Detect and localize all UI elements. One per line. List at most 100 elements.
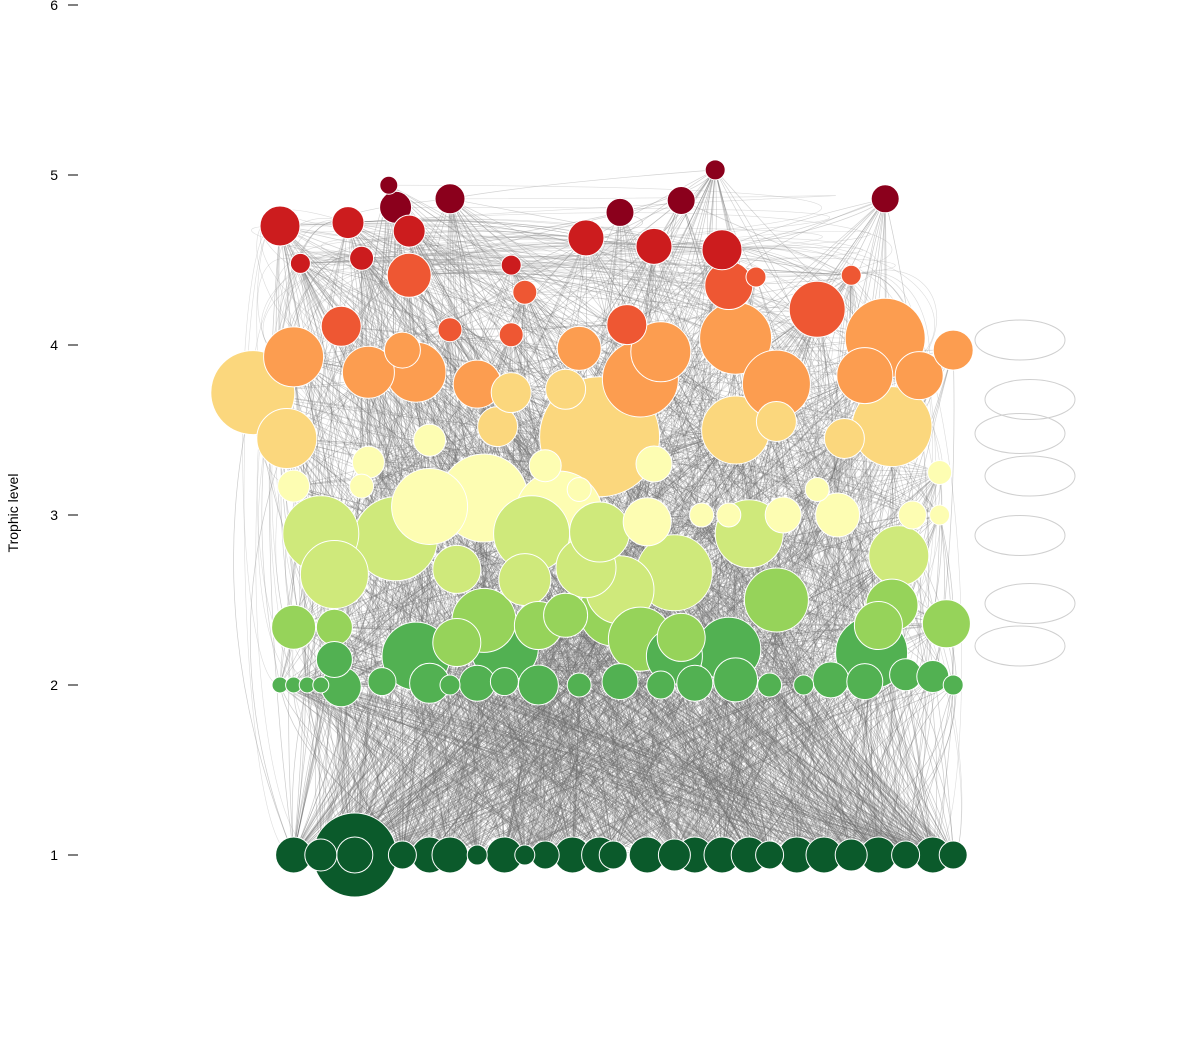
feeding-link [320,555,899,856]
feeding-link [361,255,873,686]
y-tick-label: 4 [50,337,58,353]
species-node [894,351,944,401]
feeding-link [381,681,614,856]
feeding-link [449,238,878,330]
feeding-link [538,684,696,856]
feeding-link [249,438,294,856]
feeding-link [341,686,600,856]
feeding-link [477,682,852,856]
feeding-link [282,209,723,251]
feeding-link [531,533,825,856]
species-node [812,661,850,699]
feeding-link [293,684,695,856]
feeding-link [320,684,430,856]
feeding-link [653,463,940,473]
feeding-link [477,682,770,856]
species-node [489,667,519,697]
feeding-link [279,684,600,856]
feeding-link [653,463,804,686]
feeding-link [279,225,600,438]
feeding-link [554,684,580,856]
feeding-link [320,684,933,856]
feeding-link [660,684,852,856]
feeding-link [456,642,600,856]
feeding-link [694,683,825,856]
feeding-link [341,686,852,856]
feeding-link [816,309,954,686]
feeding-link [340,326,478,856]
feeding-link [409,273,874,856]
feeding-link [504,681,797,856]
feeding-link [293,348,580,487]
feeding-link [674,684,776,856]
feeding-link [449,684,825,856]
feeding-link [721,684,804,856]
feeding-link [368,372,451,856]
feeding-link [449,684,933,856]
feeding-link [347,222,478,385]
species-node [498,322,524,348]
feeding-link [694,426,893,856]
y-tick-label: 5 [50,167,58,183]
feeding-link [256,223,600,856]
feeding-link [306,684,430,856]
feeding-link [341,686,954,856]
feeding-link [538,625,798,856]
feeding-link [291,251,852,276]
feeding-link [293,684,614,856]
feeding-link [660,351,879,626]
feeding-link [674,599,777,856]
feeding-link [307,684,879,856]
feeding-link [538,625,906,856]
feeding-link [279,225,417,657]
feeding-link [674,572,708,856]
feeding-link [449,324,627,331]
feeding-link [476,683,723,856]
feeding-link [884,198,930,856]
feeding-link [578,348,784,516]
species-node [304,838,338,872]
feeding-link [449,263,856,856]
species-node [716,502,742,528]
feeding-link [854,681,879,856]
feeding-link [261,263,301,686]
y-tick-4: 4 [50,337,78,353]
feeding-link [694,683,879,856]
feeding-link [300,263,920,376]
feeding-link [366,372,478,856]
feeding-link [402,642,458,856]
feeding-link [347,222,627,325]
feeding-link [768,681,866,856]
feeding-link [429,429,736,856]
feeding-link [839,674,906,856]
feeding-link [524,375,866,856]
feeding-link [449,429,736,856]
species-node [569,501,631,563]
feeding-link [449,684,906,856]
feeding-link [441,681,505,856]
feeding-link [709,684,770,856]
feeding-link [619,681,825,856]
feeding-link [823,684,954,856]
self-loop [974,319,1066,361]
feeding-link [320,684,933,856]
species-node [528,449,562,483]
species-node [349,473,375,499]
species-node [556,325,602,371]
feeding-link [477,682,750,856]
feeding-link [354,683,696,856]
feeding-link [279,684,675,856]
feeding-link [769,684,852,856]
species-node [500,254,522,276]
feeding-link [692,679,736,856]
species-node [299,540,369,609]
feeding-link [293,684,825,856]
feeding-link [599,436,954,856]
feeding-link [619,681,723,856]
species-node [331,206,365,240]
self-loop [974,413,1066,454]
feeding-link [476,684,580,856]
self-loop [984,583,1076,624]
feeding-link [429,681,505,856]
species-node [788,280,846,338]
